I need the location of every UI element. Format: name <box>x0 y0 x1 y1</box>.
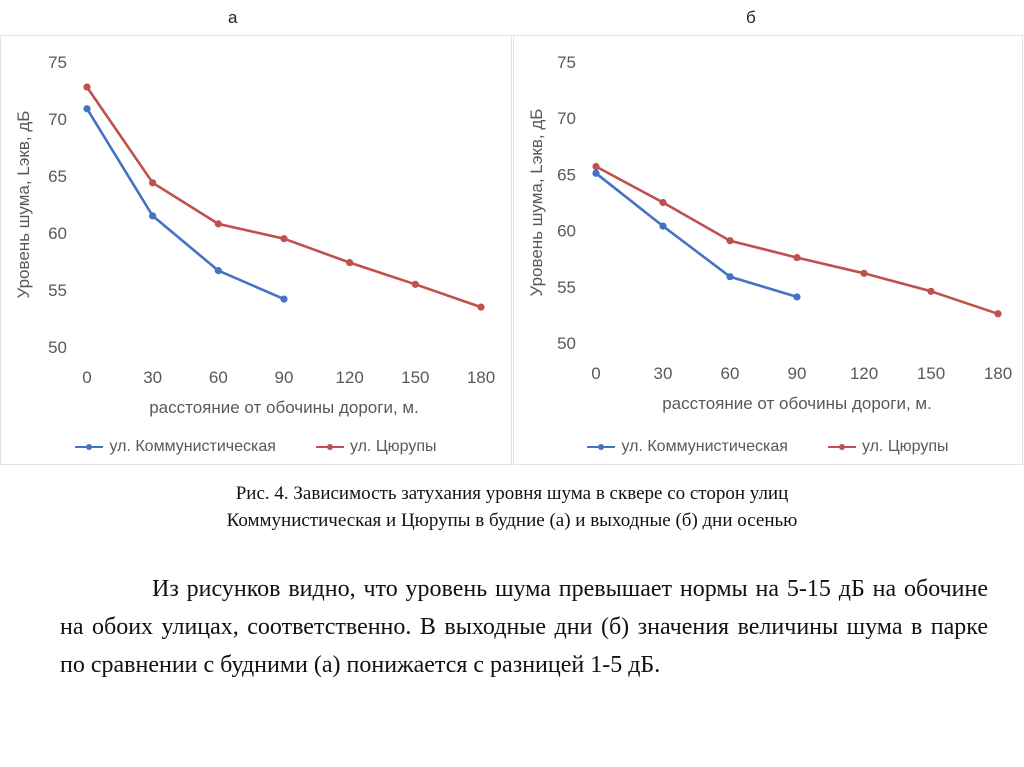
data-point-series-1 <box>927 287 935 295</box>
x-tick-label: 30 <box>143 368 162 387</box>
y-tick-label: 70 <box>48 110 67 129</box>
x-tick-label: 180 <box>984 364 1012 383</box>
data-point-series-1 <box>149 179 157 187</box>
data-point-series-1 <box>214 220 222 228</box>
chart-b: 50 55 60 65 70 75 0 30 60 90 120 150 180 расстояние о… <box>513 35 1023 465</box>
data-point-series-1 <box>83 83 91 91</box>
legend-label: ул. Цюрупы <box>861 438 949 455</box>
data-point-series-1 <box>994 310 1002 318</box>
legend-item-tsyurupy: ул. Цюрупы <box>315 438 437 456</box>
series-line-1 <box>595 165 999 316</box>
chart-b-legend: ул. Коммунистическая ул. Цюрупы <box>514 438 1022 456</box>
y-tick-label: 65 <box>48 167 67 186</box>
data-point-series-0 <box>659 222 667 230</box>
legend-swatch-blue <box>587 442 616 452</box>
legend-item-kommunisticheskaya: ул. Коммунистическая <box>75 438 276 456</box>
x-tick-label: 150 <box>401 368 429 387</box>
panel-label-a: а <box>228 8 238 27</box>
legend-swatch-red <box>827 442 856 452</box>
legend-item-kommunisticheskaya: ул. Коммунистическая <box>587 438 788 456</box>
y-tick-label: 60 <box>557 222 576 241</box>
figure-caption: Рис. 4. Зависимость затухания уровня шум… <box>0 480 1024 534</box>
data-point-series-1 <box>860 269 868 277</box>
legend-swatch-red <box>315 442 344 452</box>
legend-label: ул. Коммунистическая <box>109 438 276 455</box>
chart-b-plot: 50 55 60 65 70 75 0 30 60 90 120 150 180 расстояние о… <box>527 53 1012 413</box>
y-tick-label: 75 <box>557 53 576 72</box>
chart-a-legend: ул. Коммунистическая ул. Цюрупы <box>1 438 511 456</box>
legend-item-tsyurupy: ул. Цюрупы <box>827 438 949 456</box>
data-point-series-0 <box>280 295 288 303</box>
series-line-0 <box>595 172 798 299</box>
legend-label: ул. Цюрупы <box>349 438 437 455</box>
data-point-series-0 <box>793 293 801 301</box>
panel-label-b: б <box>746 8 756 27</box>
y-axis-label: Уровень шума, Lэкв, дБ <box>527 109 546 297</box>
y-tick-label: 55 <box>557 278 576 297</box>
data-point-series-1 <box>280 235 288 243</box>
y-tick-label: 60 <box>48 224 67 243</box>
y-tick-label: 70 <box>557 109 576 128</box>
caption-line-1: Рис. 4. Зависимость затухания уровня шум… <box>235 483 789 504</box>
caption-line-2: Коммунистическая и Цюрупы в будние (а) и… <box>226 510 798 531</box>
x-tick-label: 90 <box>275 368 294 387</box>
data-point-series-0 <box>149 212 157 220</box>
data-point-series-1 <box>659 198 667 207</box>
x-tick-label: 30 <box>654 364 673 383</box>
data-point-series-1 <box>592 162 600 171</box>
x-axis-label: расстояние от обочины дороги, м. <box>149 398 419 417</box>
data-point-series-1 <box>477 303 485 311</box>
x-tick-label: 150 <box>917 364 945 383</box>
series-line-0 <box>85 108 285 301</box>
body-paragraph: Из рисунков видно, что уровень шума прев… <box>60 576 988 678</box>
data-point-series-1 <box>726 237 734 245</box>
data-point-series-0 <box>83 105 91 113</box>
series-line-1 <box>85 86 482 309</box>
legend-label: ул. Коммунистическая <box>621 438 788 455</box>
x-tick-label: 60 <box>209 368 228 387</box>
chart-a: 50 55 60 65 70 75 0 30 60 90 120 150 180 расстояние о… <box>0 35 512 465</box>
y-axis-label: Уровень шума, Lэкв, дБ <box>14 111 33 299</box>
y-tick-label: 50 <box>48 338 67 357</box>
data-point-series-0 <box>726 273 734 281</box>
y-tick-label: 75 <box>48 53 67 72</box>
data-point-series-0 <box>214 267 222 275</box>
y-tick-label: 50 <box>557 334 576 353</box>
y-tick-label: 65 <box>557 165 576 184</box>
x-axis-label: расстояние от обочины дороги, м. <box>662 394 932 413</box>
data-point-series-1 <box>346 259 354 267</box>
x-tick-label: 60 <box>721 364 740 383</box>
chart-a-plot: 50 55 60 65 70 75 0 30 60 90 120 150 180 расстояние о… <box>14 53 495 417</box>
x-tick-label: 120 <box>850 364 878 383</box>
x-tick-label: 90 <box>788 364 807 383</box>
x-tick-label: 120 <box>335 368 363 387</box>
x-tick-label: 0 <box>82 368 91 387</box>
x-tick-label: 180 <box>467 368 495 387</box>
data-point-series-1 <box>411 280 419 288</box>
legend-swatch-blue <box>75 442 104 452</box>
y-tick-label: 55 <box>48 281 67 300</box>
x-tick-label: 0 <box>591 364 600 383</box>
data-point-series-1 <box>793 253 801 262</box>
data-point-series-0 <box>592 169 600 177</box>
